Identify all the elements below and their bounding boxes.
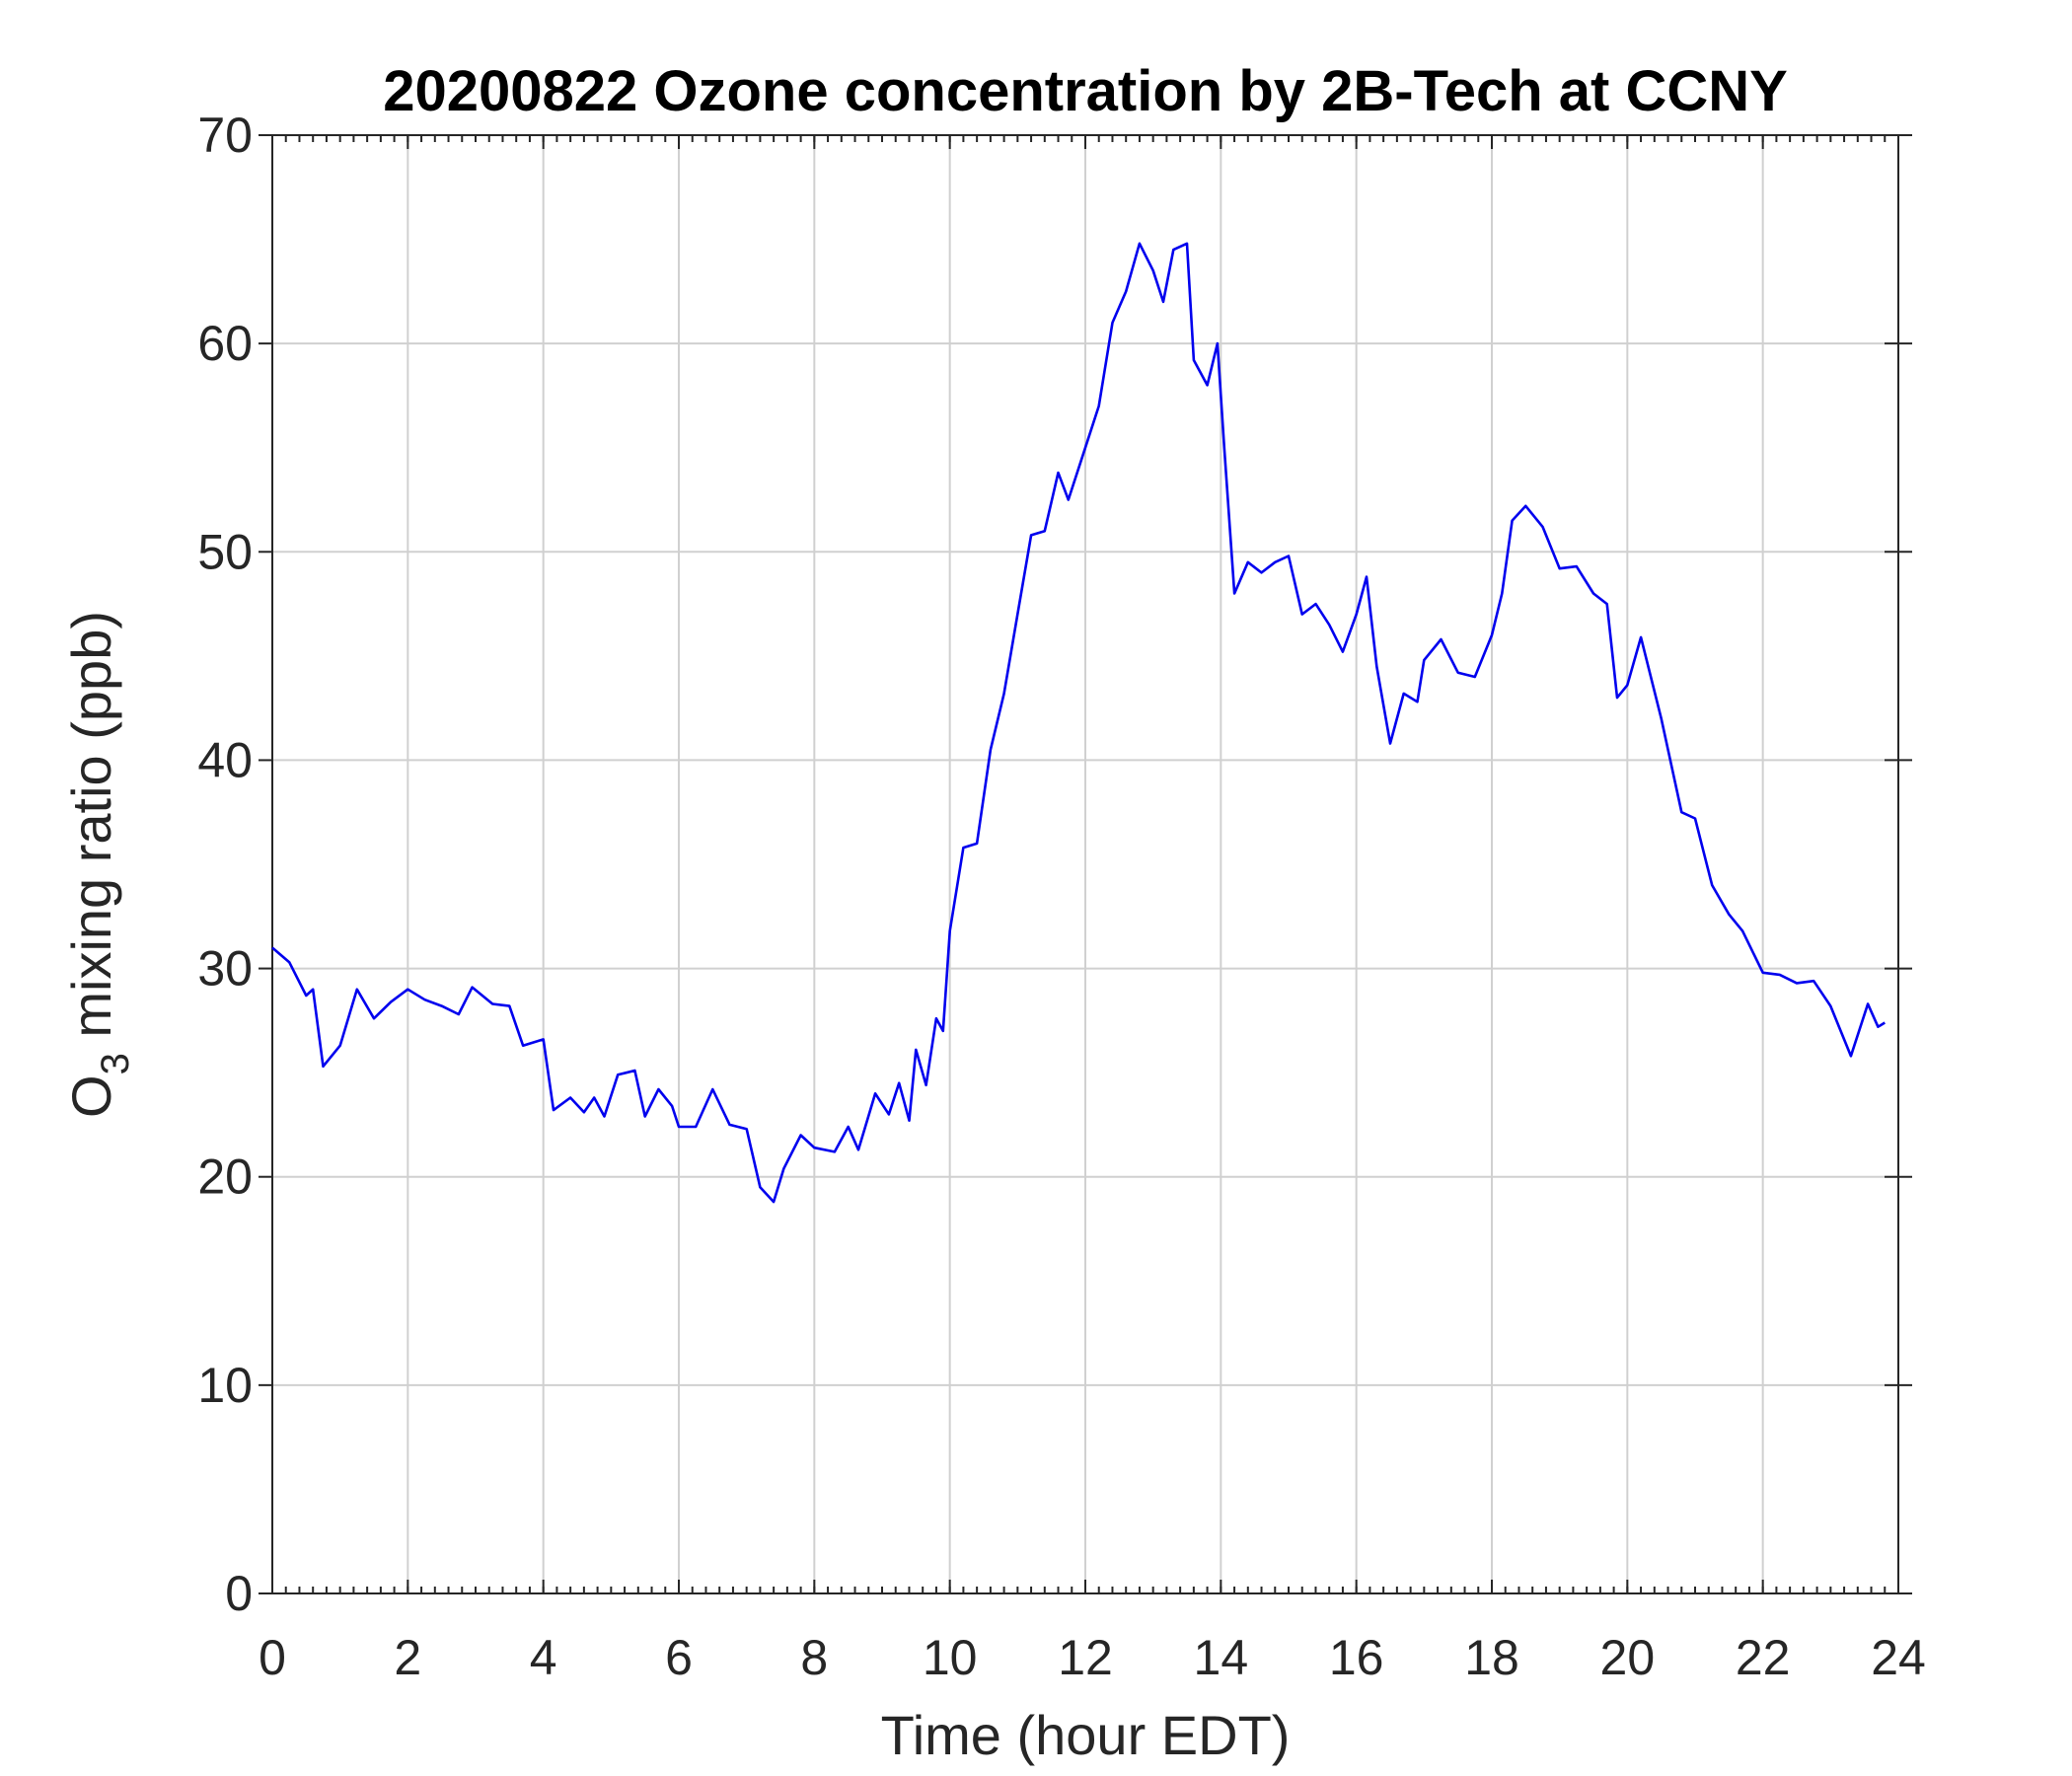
x-axis-label: Time (hour EDT) bbox=[881, 1704, 1291, 1766]
plot-frame bbox=[271, 134, 1899, 1594]
x-tick-label: 4 bbox=[530, 1630, 557, 1685]
x-tick-label: 0 bbox=[259, 1630, 286, 1685]
y-axis-label: O3 mixing ratio (ppb) bbox=[60, 611, 137, 1118]
y-tick-label: 30 bbox=[197, 941, 253, 997]
y-tick-label: 10 bbox=[197, 1358, 253, 1413]
x-tick-label: 24 bbox=[1871, 1630, 1926, 1685]
y-tick-label: 20 bbox=[197, 1149, 253, 1205]
x-tick-label: 18 bbox=[1464, 1630, 1519, 1685]
y-tick-label: 40 bbox=[197, 732, 253, 787]
y-tick-label: 0 bbox=[225, 1566, 253, 1621]
y-label-rest: mixing ratio (ppb) bbox=[60, 611, 122, 1053]
y-tick-label: 60 bbox=[197, 316, 253, 371]
chart-title: 20200822 Ozone concentration by 2B-Tech … bbox=[383, 59, 1788, 123]
x-tick-label: 16 bbox=[1329, 1630, 1384, 1685]
y-label-subscript: 3 bbox=[94, 1053, 137, 1074]
x-tick-label: 8 bbox=[800, 1630, 828, 1685]
x-tick-label: 14 bbox=[1194, 1630, 1249, 1685]
x-tick-label: 20 bbox=[1600, 1630, 1656, 1685]
y-tick-label: 70 bbox=[197, 108, 253, 163]
grid-lines bbox=[271, 134, 1899, 1594]
y-tick-label: 50 bbox=[197, 524, 253, 579]
x-tick-label: 6 bbox=[665, 1630, 693, 1685]
x-tick-label: 2 bbox=[394, 1630, 421, 1685]
series-line-o3 bbox=[271, 242, 1886, 1204]
x-tick-label: 12 bbox=[1058, 1630, 1113, 1685]
x-tick-label: 22 bbox=[1736, 1630, 1791, 1685]
x-tick-label: 10 bbox=[923, 1630, 978, 1685]
y-label-o: O bbox=[60, 1074, 122, 1118]
